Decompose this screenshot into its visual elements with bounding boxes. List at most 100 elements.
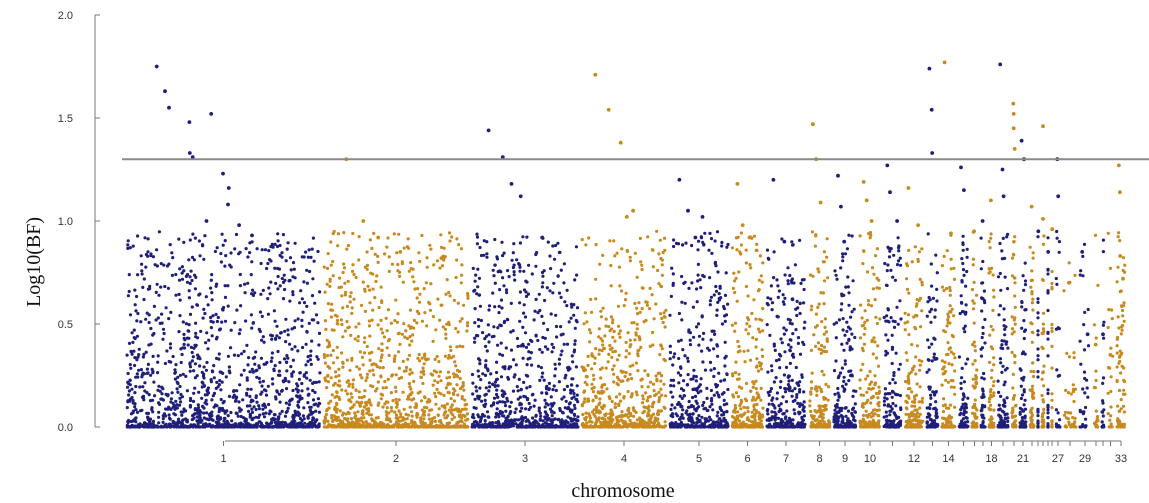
data-point — [816, 305, 820, 309]
data-point — [668, 357, 672, 361]
data-point — [691, 305, 696, 309]
data-point — [680, 396, 684, 400]
data-point — [617, 414, 621, 418]
data-point — [702, 425, 707, 429]
data-point — [513, 278, 517, 282]
data-point — [487, 389, 491, 393]
data-point — [266, 312, 270, 316]
data-point — [613, 405, 618, 409]
data-point — [213, 249, 217, 254]
data-point — [463, 398, 467, 402]
data-point — [257, 376, 261, 380]
data-point — [394, 397, 398, 401]
peak-point — [509, 182, 514, 186]
data-point — [604, 366, 608, 370]
data-point — [184, 322, 188, 326]
data-point — [696, 391, 700, 395]
data-point — [283, 422, 288, 427]
data-point — [367, 425, 371, 429]
data-point — [484, 334, 489, 338]
data-point — [657, 395, 662, 400]
data-point — [343, 293, 347, 297]
data-point — [279, 422, 284, 426]
data-point — [413, 421, 417, 425]
data-point — [701, 273, 705, 278]
data-point — [376, 254, 380, 258]
data-point — [333, 395, 337, 399]
data-point — [605, 423, 610, 427]
data-point — [387, 353, 391, 357]
data-point — [495, 407, 499, 411]
data-point — [654, 425, 658, 429]
data-point — [456, 393, 460, 397]
data-point — [341, 425, 345, 429]
data-point — [344, 290, 348, 294]
data-point — [315, 355, 319, 359]
data-point — [702, 400, 706, 405]
data-point — [219, 252, 223, 256]
data-point — [288, 299, 292, 303]
data-point — [493, 237, 497, 242]
data-point — [617, 265, 622, 269]
data-point — [131, 398, 135, 403]
data-point — [622, 395, 626, 399]
data-point — [286, 241, 290, 245]
data-point — [601, 343, 605, 347]
data-point — [144, 265, 148, 269]
data-point — [518, 409, 523, 413]
data-point — [481, 331, 485, 335]
data-point — [178, 314, 182, 318]
data-point — [151, 398, 155, 402]
data-point — [639, 260, 643, 264]
data-point — [278, 243, 282, 248]
data-point — [258, 329, 262, 334]
data-point — [559, 353, 563, 357]
data-point — [505, 396, 509, 400]
data-point — [301, 310, 305, 314]
data-point — [215, 246, 219, 250]
data-point — [455, 383, 459, 387]
data-point — [358, 373, 362, 377]
data-point — [774, 359, 779, 363]
data-point — [432, 369, 436, 373]
data-point — [572, 395, 576, 399]
data-point — [708, 299, 713, 303]
data-point — [482, 239, 486, 243]
data-point — [169, 310, 173, 314]
data-point — [504, 346, 508, 350]
data-point — [386, 418, 391, 422]
data-point — [736, 339, 740, 344]
data-point — [304, 363, 308, 367]
data-point — [796, 341, 801, 345]
data-point — [188, 361, 192, 365]
data-point — [206, 303, 210, 307]
data-point — [651, 265, 655, 269]
data-point — [209, 286, 213, 290]
data-point — [449, 356, 453, 360]
data-point — [655, 379, 659, 383]
data-point — [267, 249, 271, 253]
data-point — [415, 415, 419, 419]
data-point — [219, 388, 223, 392]
data-point — [143, 389, 147, 393]
data-point — [232, 353, 237, 357]
data-point — [363, 389, 367, 393]
data-point — [809, 273, 813, 277]
data-point — [302, 373, 306, 377]
data-point — [608, 347, 613, 351]
data-point — [293, 345, 297, 349]
data-point — [715, 344, 720, 348]
data-point — [442, 413, 446, 417]
data-point — [655, 419, 659, 423]
data-point — [800, 375, 804, 379]
data-point — [165, 264, 170, 268]
data-point — [341, 306, 345, 310]
data-point — [316, 321, 320, 325]
data-point — [488, 421, 492, 425]
data-point — [147, 393, 151, 397]
data-point — [428, 302, 432, 306]
data-point — [798, 380, 802, 384]
data-point — [178, 403, 182, 407]
data-point — [345, 392, 349, 396]
data-point — [224, 422, 228, 426]
